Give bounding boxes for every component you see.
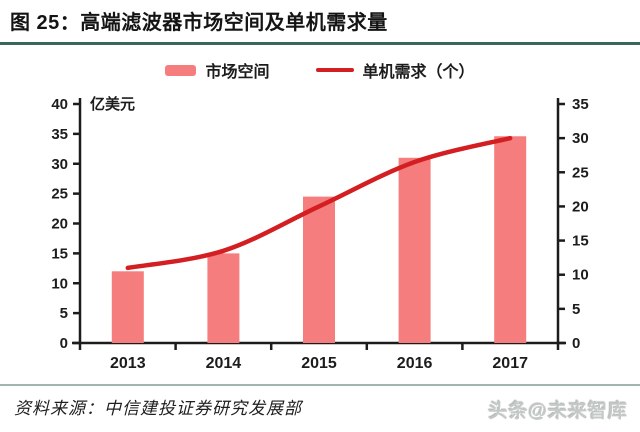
figure-title: 图 25：高端滤波器市场空间及单机需求量	[10, 12, 388, 34]
left-axis-tick-label: 40	[51, 96, 68, 113]
left-axis-tick-label: 25	[51, 186, 68, 203]
left-axis-tick-label: 10	[51, 275, 68, 292]
x-axis-category-label: 2014	[206, 355, 242, 372]
legend-item-unit-demand: 单机需求（个）	[315, 58, 475, 82]
left-axis-unit-label: 亿美元	[90, 95, 135, 113]
right-axis-tick-label: 35	[572, 96, 589, 113]
right-axis-tick-label: 25	[572, 164, 589, 181]
left-axis-tick-label: 0	[60, 335, 68, 352]
right-axis-tick-label: 15	[572, 233, 589, 250]
x-axis-category-label: 2017	[492, 355, 528, 372]
right-axis-tick-label: 5	[572, 301, 580, 318]
left-axis-tick-label: 35	[51, 126, 68, 143]
bar-2013	[111, 271, 144, 343]
title-divider	[0, 42, 640, 45]
bar-2014	[207, 253, 240, 343]
legend-label: 市场空间	[205, 64, 270, 81]
watermark: 头条@未来智库	[488, 401, 628, 422]
left-axis-tick-label: 30	[51, 156, 68, 173]
left-axis-tick-label: 5	[60, 305, 68, 322]
left-axis-tick-label: 15	[51, 245, 68, 262]
x-axis-category-label: 2016	[397, 355, 433, 372]
legend-label: 单机需求（个）	[362, 64, 475, 81]
unit-demand-line	[125, 135, 513, 271]
line-series-swatch	[315, 68, 354, 72]
bar-2016	[398, 157, 431, 343]
x-axis-category-label: 2015	[301, 355, 337, 372]
right-axis-tick-label: 0	[572, 335, 580, 352]
right-axis-tick-label: 10	[572, 267, 589, 284]
legend-item-market-space: 市场空间	[165, 58, 270, 82]
x-axis-category-label: 2013	[110, 355, 146, 372]
source-attribution: 资料来源：中信建投证券研究发展部	[14, 399, 302, 419]
bar-2015	[303, 196, 335, 343]
footer-divider	[0, 384, 640, 386]
chart-legend: 市场空间 单机需求（个）	[0, 58, 640, 82]
bar-series-swatch	[165, 64, 197, 76]
right-axis-tick-label: 30	[572, 130, 589, 147]
bar-2017	[494, 136, 527, 343]
right-axis-tick-label: 20	[572, 198, 589, 215]
left-axis-tick-label: 20	[51, 216, 68, 233]
combo-bar-line-chart: 0 5 10 15 20 25 30 35 40 0 5 10 15 20 25 30 35 亿美元 2013 201…	[51, 95, 589, 372]
